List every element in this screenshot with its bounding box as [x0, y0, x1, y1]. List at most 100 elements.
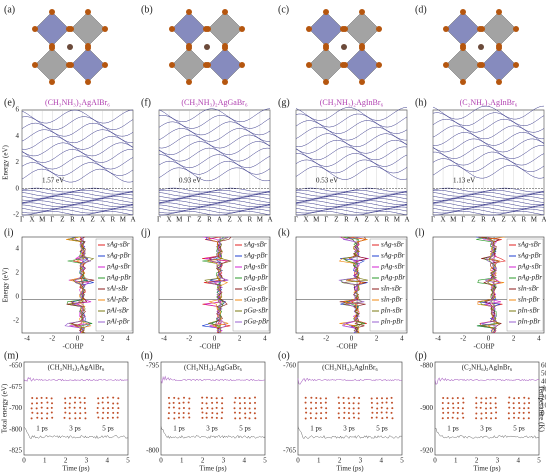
atom	[186, 79, 192, 85]
snapshot-atom	[447, 411, 450, 414]
snapshot-atom	[357, 402, 360, 405]
band-line	[158, 121, 271, 136]
cohp-curve	[340, 236, 366, 334]
energy-curve	[160, 425, 266, 439]
band-line	[21, 136, 134, 150]
panel-title: (C₂NH₆)₂AgInBr₆	[462, 364, 513, 372]
band-line	[21, 196, 134, 201]
legend-box	[506, 238, 544, 332]
k-label: X	[511, 216, 516, 224]
x-tick-label: 2	[238, 335, 242, 343]
band-line	[295, 133, 408, 147]
snapshot-atom	[371, 406, 374, 409]
legend-label: sAg-sBr	[107, 241, 130, 249]
snapshot-atom	[441, 417, 444, 420]
snapshot-atom	[315, 412, 318, 415]
snapshot-atom	[68, 412, 71, 415]
snapshot-atom	[513, 412, 516, 415]
k-label: M	[120, 216, 127, 224]
legend-label: pAg-pBr	[243, 274, 268, 282]
snapshot-atom	[475, 406, 478, 409]
x-tick-label: 0	[76, 335, 80, 343]
snapshot-atom	[74, 417, 77, 420]
snapshot-atom	[79, 401, 82, 404]
cohp-curve	[480, 236, 498, 334]
octahedron	[171, 47, 207, 83]
snapshot-atom	[518, 407, 521, 410]
atom	[376, 26, 382, 32]
snapshot-atom	[475, 396, 478, 399]
snapshot-atom	[485, 407, 488, 410]
k-label: X	[237, 216, 242, 224]
snapshot-atom	[112, 402, 115, 405]
x-tick-label: 0	[433, 457, 437, 465]
snapshot-atom	[117, 407, 120, 410]
x-tick-label: 4	[242, 457, 246, 465]
snapshot-atom	[370, 401, 373, 404]
snapshot-atom	[370, 397, 373, 400]
legend-label: sIn-pBr	[381, 296, 403, 304]
x-axis-label: Time (ps)	[473, 465, 501, 473]
snapshot-atom	[485, 402, 488, 405]
plot-frame	[295, 236, 408, 334]
band-line	[158, 196, 271, 201]
snapshot-atom	[40, 406, 43, 409]
x-tick-label: 2	[201, 457, 205, 465]
band-line	[295, 126, 407, 141]
snapshot-atom	[111, 407, 114, 410]
atom	[169, 26, 175, 32]
snapshot-atom	[221, 402, 224, 405]
snapshot-atom	[507, 412, 510, 415]
atom	[102, 62, 108, 68]
legend-label: sIn-sBr	[381, 285, 402, 293]
snapshot-atom	[239, 407, 242, 410]
atom	[68, 26, 74, 32]
octahedron	[344, 47, 380, 83]
k-label: R	[110, 216, 115, 224]
snapshot-label: 3 ps	[480, 425, 492, 433]
atom	[376, 62, 382, 68]
snapshot-atom	[221, 397, 224, 400]
legend-box	[369, 238, 407, 332]
x-axis-label: -COHP	[63, 343, 84, 351]
snapshot-atom	[315, 401, 318, 404]
snapshot-atom	[508, 396, 511, 399]
plot-frame	[158, 236, 271, 334]
atom	[306, 26, 312, 32]
band-line	[432, 198, 545, 203]
band-line	[21, 194, 134, 199]
snapshot-atom	[188, 397, 191, 400]
x-tick-label: 1	[180, 457, 184, 465]
snapshot-atom	[248, 397, 251, 400]
x-tick-label: 5	[400, 457, 404, 465]
snapshot-atom	[253, 412, 256, 415]
snapshot-atom	[205, 402, 208, 405]
snapshot-atom	[68, 406, 71, 409]
legend-label: pAg-pBr	[517, 274, 542, 282]
cohp-curve	[339, 236, 369, 334]
snapshot-atom	[319, 402, 322, 405]
x-tick-label: 3	[359, 457, 363, 465]
y-tick-label: -675	[9, 383, 22, 391]
legend-label: sAg-pBr	[381, 252, 405, 260]
y2-tick-label: 600	[541, 362, 546, 370]
snapshot-atom	[111, 416, 114, 419]
snapshot-atom	[441, 402, 444, 405]
x-tick-label: -2	[323, 335, 329, 343]
snapshot-atom	[490, 412, 493, 415]
band-line	[295, 194, 408, 199]
snapshot-atom	[112, 411, 115, 414]
k-label: A	[217, 216, 222, 224]
snapshot-atom	[348, 417, 351, 420]
band-line	[432, 208, 545, 214]
snapshot-atom	[380, 397, 383, 400]
snapshot-atom	[352, 412, 355, 415]
atom	[496, 45, 502, 51]
atom	[186, 45, 192, 51]
snapshot-atom	[325, 407, 328, 410]
snapshot-atom	[319, 397, 322, 400]
x-tick-label: -4	[24, 335, 30, 343]
snapshot-atom	[381, 417, 384, 420]
band-line	[295, 120, 408, 134]
snapshot-atom	[116, 402, 119, 405]
